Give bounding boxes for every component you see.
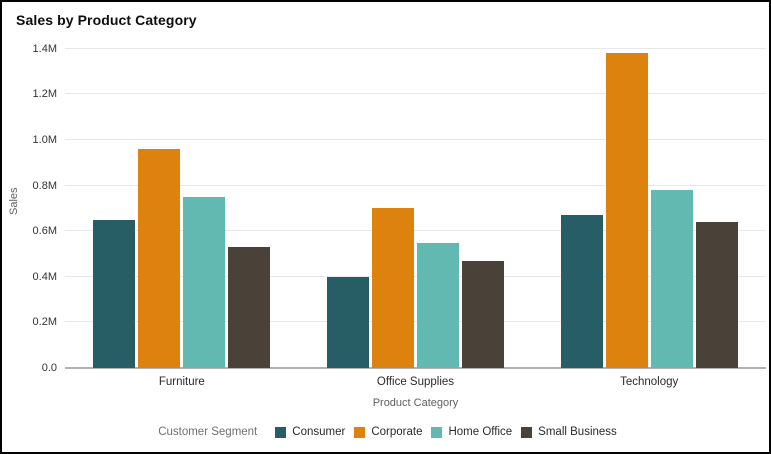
gridline bbox=[65, 230, 766, 232]
gridline bbox=[65, 47, 766, 49]
legend-swatch-corporate bbox=[354, 426, 366, 438]
legend-item-home-office[interactable]: Home Office bbox=[431, 426, 512, 438]
gridline bbox=[65, 275, 766, 277]
bar-group-technology bbox=[532, 35, 766, 368]
bar-small-business-furniture[interactable] bbox=[228, 247, 271, 368]
x-category-label-technology: Technology bbox=[620, 376, 679, 388]
x-axis-title: Product Category bbox=[372, 397, 459, 409]
x-category-label-office-supplies: Office Supplies bbox=[376, 376, 455, 388]
gridline bbox=[65, 139, 766, 140]
y-axis-labels: 0.0 0.2M 0.4M 0.6M 0.8M 1.0M 1.2M 1.4M bbox=[2, 35, 57, 374]
x-category-label-furniture: Furniture bbox=[158, 376, 205, 388]
y-tick-label: 0.6M bbox=[32, 225, 57, 238]
bar-home-office-office-supplies[interactable] bbox=[416, 243, 459, 368]
bar-group-furniture bbox=[65, 35, 299, 368]
bar-consumer-office-supplies[interactable] bbox=[326, 277, 369, 368]
legend-title: Customer Segment bbox=[158, 426, 258, 438]
legend: Customer Segment Consumer Corporate Home O… bbox=[2, 426, 769, 438]
bar-home-office-technology[interactable] bbox=[650, 190, 693, 368]
gridline bbox=[65, 93, 766, 95]
y-tick-label: 0.0 bbox=[41, 362, 57, 374]
legend-label-consumer: Consumer bbox=[292, 426, 346, 438]
legend-swatch-home-office bbox=[431, 426, 443, 438]
plot-area bbox=[65, 35, 766, 369]
y-tick-label: 1.2M bbox=[32, 88, 57, 101]
bar-group-office-supplies bbox=[299, 35, 533, 368]
legend-label-corporate: Corporate bbox=[371, 426, 423, 438]
bar-corporate-office-supplies[interactable] bbox=[371, 208, 414, 368]
legend-swatch-consumer bbox=[275, 426, 287, 438]
gridline bbox=[65, 184, 766, 186]
y-tick-label: 1.0M bbox=[32, 134, 57, 146]
bar-corporate-furniture[interactable] bbox=[138, 149, 181, 368]
bar-small-business-office-supplies[interactable] bbox=[461, 261, 504, 368]
bar-consumer-technology[interactable] bbox=[560, 215, 603, 368]
gridline bbox=[65, 321, 766, 323]
legend-label-home-office: Home Office bbox=[448, 426, 513, 438]
bar-home-office-furniture[interactable] bbox=[183, 197, 226, 368]
bar-consumer-furniture[interactable] bbox=[93, 220, 136, 368]
legend-label-small-business: Small Business bbox=[538, 426, 617, 438]
x-axis-labels: Furniture Office Supplies Technology bbox=[2, 376, 769, 392]
chart-title: Sales by Product Category bbox=[16, 12, 197, 28]
legend-item-consumer[interactable]: Consumer bbox=[275, 426, 345, 438]
x-axis-line bbox=[65, 367, 766, 369]
bar-small-business-technology[interactable] bbox=[695, 222, 738, 368]
y-tick-label: 0.2M bbox=[32, 316, 57, 329]
y-tick-label: 0.8M bbox=[32, 179, 57, 192]
legend-items: Consumer Corporate Home Office Small Busine… bbox=[275, 426, 617, 438]
bar-corporate-technology[interactable] bbox=[605, 53, 648, 368]
legend-item-corporate[interactable]: Corporate bbox=[354, 426, 422, 438]
y-tick-label: 1.4M bbox=[32, 42, 57, 55]
y-tick-label: 0.4M bbox=[32, 270, 57, 283]
legend-swatch-small-business bbox=[521, 426, 533, 438]
legend-item-small-business[interactable]: Small Business bbox=[521, 426, 617, 438]
